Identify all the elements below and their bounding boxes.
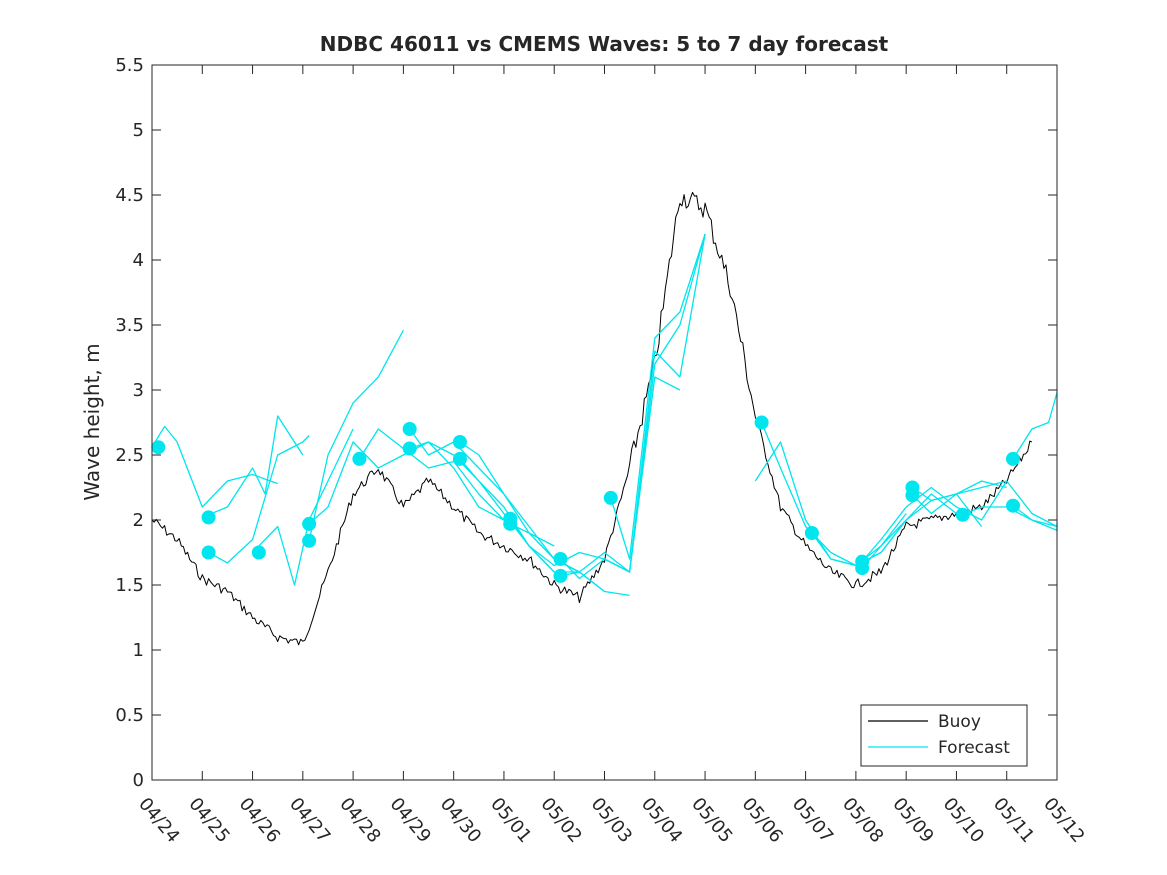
y-tick-label: 2 <box>133 510 144 531</box>
forecast-line <box>610 233 706 560</box>
forecast-marker <box>553 552 568 566</box>
forecast-line <box>358 428 505 521</box>
x-tick-label: 04/26 <box>235 794 284 847</box>
y-tick-label: 1 <box>133 640 144 661</box>
chart-title: NDBC 46011 vs CMEMS Waves: 5 to 7 day fo… <box>320 32 889 56</box>
forecast-marker <box>452 451 467 466</box>
forecast-marker <box>905 488 920 503</box>
forecast-line <box>208 435 310 564</box>
y-tick-label: 3 <box>133 380 144 401</box>
x-tick-label: 04/25 <box>184 794 233 847</box>
forecast-line <box>1012 392 1058 460</box>
forecast-marker <box>251 545 266 560</box>
forecast-marker <box>352 451 367 466</box>
buoy-line <box>151 191 1033 646</box>
forecast-line <box>151 425 278 508</box>
x-tick-label: 05/04 <box>637 794 686 847</box>
x-tick-label: 05/12 <box>1039 794 1088 847</box>
forecast-line <box>252 428 354 586</box>
forecast-marker <box>754 415 769 430</box>
plot-frame <box>151 64 1058 781</box>
y-tick-label: 4.5 <box>115 185 144 206</box>
forecast-marker <box>452 435 467 449</box>
forecast-marker <box>1006 498 1021 513</box>
forecast-line <box>308 441 505 525</box>
y-tick-label: 1.5 <box>115 575 144 596</box>
x-tick-label: 05/08 <box>838 794 887 847</box>
x-tick-label: 05/11 <box>989 794 1038 847</box>
x-tick-label: 04/27 <box>285 794 334 847</box>
forecast-marker <box>804 526 819 540</box>
forecast-marker <box>603 490 618 505</box>
forecast-line <box>202 415 304 519</box>
forecast-line <box>861 493 983 569</box>
forecast-marker <box>201 510 216 525</box>
forecast-marker <box>302 516 317 531</box>
y-tick-label: 4 <box>133 250 144 271</box>
x-tick-label: 04/30 <box>436 794 485 847</box>
forecast-marker <box>402 441 417 456</box>
forecast-line <box>509 376 681 573</box>
forecast-line <box>912 480 1007 515</box>
forecast-marker <box>201 545 216 560</box>
forecast-line <box>912 480 1058 528</box>
x-tick-label: 05/02 <box>536 794 585 847</box>
forecast-marker <box>1006 451 1021 466</box>
y-tick-label: 5.5 <box>115 55 144 76</box>
forecast-marker <box>503 516 518 531</box>
x-tick-label: 04/24 <box>134 794 183 847</box>
x-tick-label: 05/10 <box>939 794 988 847</box>
x-tick-label: 05/03 <box>587 794 636 847</box>
forecast-marker <box>402 422 417 436</box>
x-tick-label: 05/01 <box>486 794 535 847</box>
legend: Buoy Forecast <box>860 704 1028 767</box>
forecast-line <box>811 493 957 567</box>
forecast-line <box>308 329 404 541</box>
forecast-marker <box>151 440 166 455</box>
x-tick-label: 05/06 <box>738 794 787 847</box>
x-tick-label: 04/28 <box>335 794 384 847</box>
forecast-marker <box>855 561 870 576</box>
y-tick-label: 5 <box>133 120 144 141</box>
legend-box <box>860 704 1028 767</box>
y-tick-label: 2.5 <box>115 445 144 466</box>
legend-label-buoy: Buoy <box>938 712 981 732</box>
forecast-marker <box>955 507 970 522</box>
y-tick-label: 0.5 <box>115 705 144 726</box>
x-tick-label: 04/29 <box>386 794 435 847</box>
series-lines <box>151 191 1058 646</box>
y-axis-label: Wave height, m <box>80 343 104 500</box>
y-tick-label: 0 <box>133 770 144 791</box>
x-tick-label: 05/05 <box>687 794 736 847</box>
plot-background <box>152 65 1057 780</box>
forecast-line <box>560 233 706 577</box>
forecast-markers <box>151 415 1021 583</box>
forecast-line <box>1012 505 1058 528</box>
x-tick-label: 05/07 <box>788 794 837 847</box>
legend-label-forecast: Forecast <box>938 738 1010 758</box>
forecast-line <box>861 480 1008 563</box>
x-tick-label: 05/09 <box>888 794 937 847</box>
forecast-marker <box>553 568 568 583</box>
y-tick-label: 3.5 <box>115 315 144 336</box>
forecast-marker <box>302 533 317 548</box>
